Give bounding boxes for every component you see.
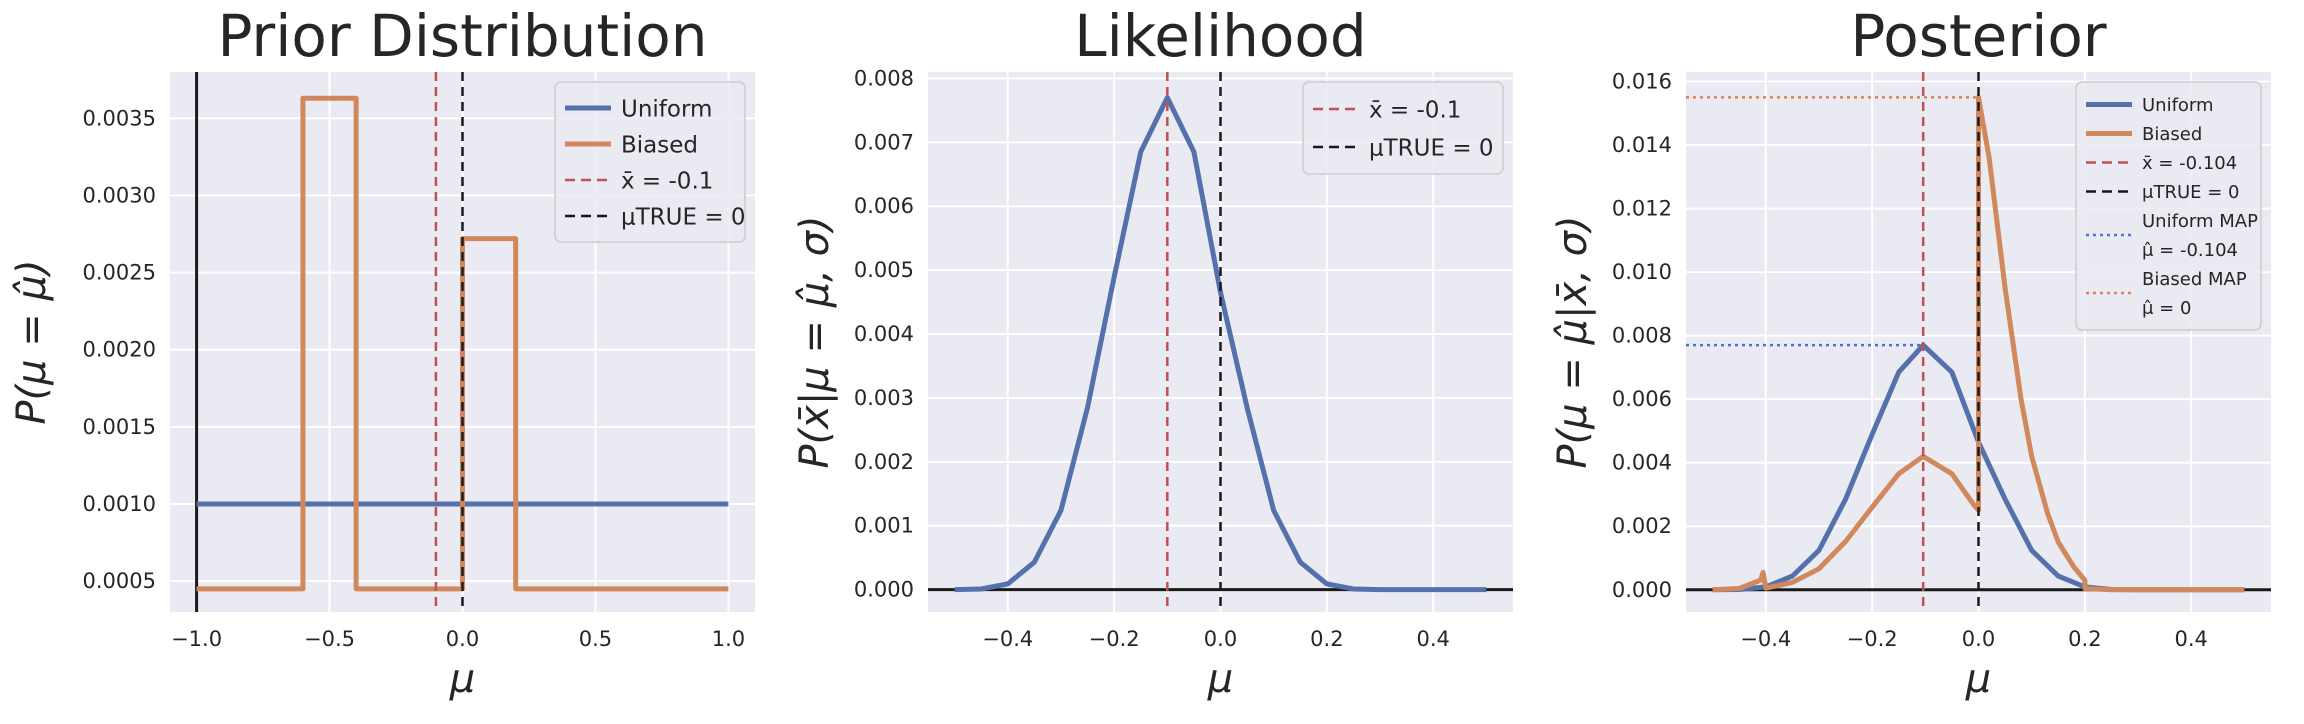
x-tick-label: 1.0 xyxy=(712,627,745,651)
x-tick-label: −0.4 xyxy=(982,627,1033,651)
legend-frame xyxy=(2075,81,2262,331)
x-tick-label: 0.2 xyxy=(2068,627,2101,651)
y-tick-label: 0.002 xyxy=(1612,514,1672,538)
y-tick-label: 0.0010 xyxy=(83,492,156,516)
x-tick-label: 0.0 xyxy=(1204,627,1237,651)
series-line xyxy=(196,95,729,592)
legend-label: μ̂ = 0 xyxy=(2142,298,2191,319)
legend-label: μTRUE = 0 xyxy=(621,204,746,230)
legend-label: Uniform xyxy=(2142,95,2214,116)
legend-label: μTRUE = 0 xyxy=(1369,135,1494,161)
y-tick-label: 0.005 xyxy=(854,258,914,282)
y-tick-label: 0.014 xyxy=(1612,133,1672,157)
chart-panel-2: −0.4 −0.2 0.0 0.2 0.4 0.000 0.001 0.002 0.003 0.0… xyxy=(792,2,1513,702)
x-tick-label: −0.2 xyxy=(1089,627,1140,651)
legend: Uniform Biased x̄ = -0.104 μTRUE = 0 Uniform… xyxy=(2075,81,2262,331)
y-tick-label: 0.006 xyxy=(1612,387,1672,411)
x-tick-label: −0.5 xyxy=(304,627,355,651)
legend-label: Biased xyxy=(621,132,698,158)
chart-title: Prior Distribution xyxy=(217,2,707,70)
x-tick-label: 0.2 xyxy=(1310,627,1343,651)
legend-label: Biased MAP xyxy=(2142,269,2247,290)
legend-label: x̄ = -0.104 xyxy=(2142,153,2237,174)
series-line xyxy=(1712,94,2245,593)
y-tick-label: 0.007 xyxy=(854,130,914,154)
x-tick-label: 0.5 xyxy=(579,627,612,651)
y-axis-label: P(μ = μ̂|x̄, σ) xyxy=(1550,215,1596,468)
plot-content xyxy=(195,72,729,612)
y-tick-label: 0.000 xyxy=(854,578,914,602)
legend-label: Uniform MAP xyxy=(2142,211,2258,232)
y-tick-label: 0.010 xyxy=(1612,260,1672,284)
y-axis-label: P(x̄|μ = μ̂, σ) xyxy=(792,215,838,468)
x-tick-label: 0.4 xyxy=(2175,627,2208,651)
legend-label: Biased xyxy=(2142,124,2202,145)
x-axis-label: μ xyxy=(1207,656,1233,702)
y-tick-label: 0.008 xyxy=(1612,324,1672,348)
y-tick-label: 0.000 xyxy=(1612,578,1672,602)
x-tick-label: −0.2 xyxy=(1847,627,1898,651)
legend: Uniform Biased x̄ = -0.1 μTRUE = 0 xyxy=(554,81,746,243)
x-tick-label: −1.0 xyxy=(171,627,222,651)
y-tick-label: 0.0020 xyxy=(83,338,156,362)
y-tick-label: 0.006 xyxy=(854,194,914,218)
plot-content xyxy=(928,72,1513,612)
series-line xyxy=(954,95,1487,593)
x-tick-label: 0.0 xyxy=(446,627,479,651)
y-tick-label: 0.016 xyxy=(1612,70,1672,94)
legend-label: x̄ = -0.1 xyxy=(1369,97,1461,123)
x-tick-label: −0.4 xyxy=(1740,627,1791,651)
legend-label: μTRUE = 0 xyxy=(2142,182,2239,203)
legend-label: x̄ = -0.1 xyxy=(621,168,713,194)
chart-title: Posterior xyxy=(1850,2,2106,70)
x-axis-label: μ xyxy=(1965,656,1991,702)
legend-label: Uniform xyxy=(621,96,712,122)
legend-frame xyxy=(554,81,746,243)
y-tick-label: 0.012 xyxy=(1612,197,1672,221)
chart-panel-1: −1.0 −0.5 0.0 0.5 1.0 0.0005 0.0010 0.0015 0.002… xyxy=(9,2,755,702)
y-tick-label: 0.0005 xyxy=(83,569,156,593)
plot-content xyxy=(1686,72,2271,612)
y-tick-label: 0.001 xyxy=(854,514,914,538)
chart-panel-3: −0.4 −0.2 0.0 0.2 0.4 0.000 0.002 0.004 0.006 0.0… xyxy=(1550,2,2271,702)
y-tick-label: 0.003 xyxy=(854,386,914,410)
x-tick-label: 0.0 xyxy=(1962,627,1995,651)
y-tick-label: 0.0035 xyxy=(83,106,156,130)
y-tick-label: 0.002 xyxy=(854,450,914,474)
legend-frame xyxy=(1302,81,1504,175)
legend-label: μ̂ = -0.104 xyxy=(2142,240,2238,261)
y-tick-label: 0.0025 xyxy=(83,261,156,285)
y-tick-label: 0.0015 xyxy=(83,415,156,439)
legend: x̄ = -0.1 μTRUE = 0 xyxy=(1302,81,1504,175)
y-tick-label: 0.004 xyxy=(1612,451,1672,475)
x-axis-label: μ xyxy=(449,656,475,702)
x-tick-label: 0.4 xyxy=(1417,627,1450,651)
chart-title: Likelihood xyxy=(1074,2,1366,70)
y-tick-label: 0.004 xyxy=(854,322,914,346)
y-axis-label: P(μ = μ̂) xyxy=(9,259,55,424)
y-tick-label: 0.008 xyxy=(854,66,914,90)
y-tick-label: 0.0030 xyxy=(83,183,156,207)
